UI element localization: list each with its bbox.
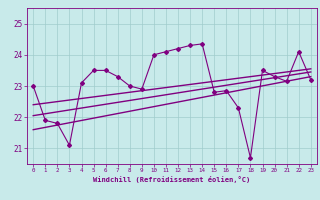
X-axis label: Windchill (Refroidissement éolien,°C): Windchill (Refroidissement éolien,°C) — [93, 176, 251, 183]
